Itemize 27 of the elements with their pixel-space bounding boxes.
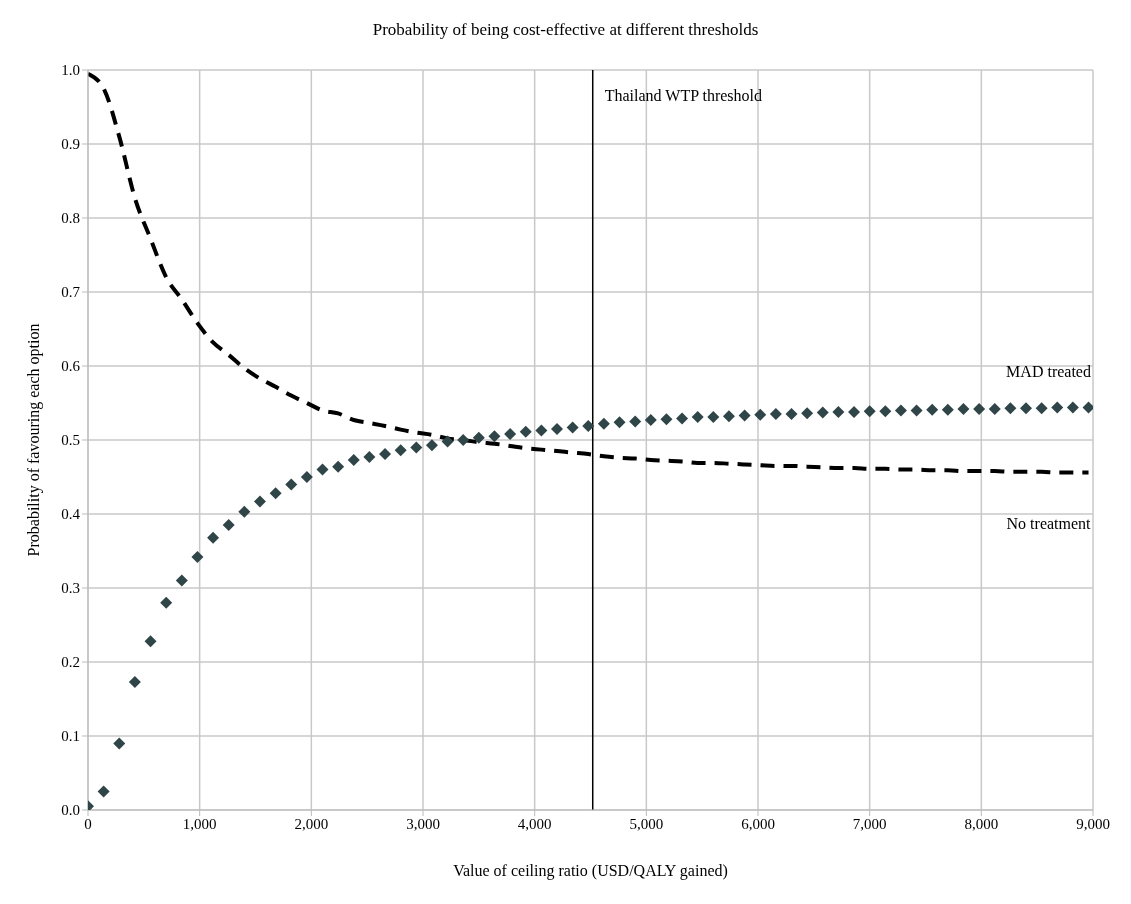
y-tick-label: 0.9 [61, 136, 80, 153]
x-tick-label: 9,000 [1076, 815, 1110, 832]
x-tick-label: 6,000 [741, 815, 775, 832]
y-tick-label: 0.6 [61, 358, 81, 375]
y-tick-label: 0.0 [61, 802, 80, 819]
y-tick-label: 0.7 [61, 284, 81, 301]
x-tick-label: 1,000 [182, 815, 217, 832]
y-tick-label: 0.1 [61, 728, 80, 745]
y-tick-label: 0.5 [61, 432, 80, 449]
y-tick-label: 0.8 [61, 210, 80, 227]
y-tick-label: 0.3 [61, 580, 80, 597]
y-tick-label: 0.2 [61, 654, 80, 671]
x-tick-label: 8,000 [964, 815, 999, 832]
series-label: MAD treated [1006, 363, 1091, 381]
y-axis-title: Probability of favouring each option [24, 323, 43, 557]
x-tick-label: 7,000 [852, 815, 887, 832]
x-tick-label: 5,000 [629, 815, 664, 832]
chart-title: Probability of being cost-effective at different thresholds [371, 19, 760, 41]
y-tick-label: 1.0 [61, 62, 80, 79]
x-tick-label: 3,000 [406, 815, 440, 832]
x-tick-label: 0 [84, 815, 92, 832]
text: No treatment [1006, 514, 1092, 532]
x-tick-label: 2,000 [294, 815, 329, 832]
y-tick-label: 0.4 [61, 506, 81, 523]
x-tick-label: 4,000 [517, 815, 552, 832]
ref-line-label: Thailand WTP threshold [604, 87, 763, 105]
x-axis-title: Value of ceiling ratio (USD/QALY gained) [453, 862, 728, 881]
